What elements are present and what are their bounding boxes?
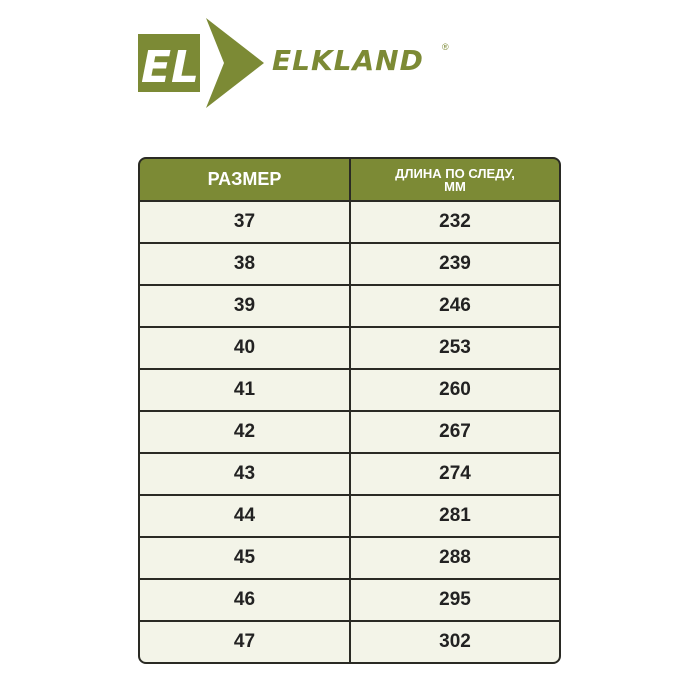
size-cell: 38 xyxy=(140,244,349,284)
registered-mark: ® xyxy=(442,42,449,52)
size-cell: 37 xyxy=(140,202,349,242)
elkland-logo: EL xyxy=(138,18,264,108)
table-row: 45 288 xyxy=(140,538,559,578)
table-header: РАЗМЕР ДЛИНА ПО СЛЕДУ, ММ xyxy=(140,159,559,200)
table-row: 41 260 xyxy=(140,370,559,410)
size-cell: 42 xyxy=(140,412,349,452)
size-cell: 43 xyxy=(140,454,349,494)
size-table: РАЗМЕР ДЛИНА ПО СЛЕДУ, ММ 37 232 38 239 39 24… xyxy=(138,157,561,664)
length-cell: 267 xyxy=(351,412,559,452)
table-row: 44 281 xyxy=(140,496,559,536)
table-row: 46 295 xyxy=(140,580,559,620)
header-length-unit: ММ xyxy=(444,178,466,194)
header-size: РАЗМЕР xyxy=(140,159,349,200)
size-cell: 46 xyxy=(140,580,349,620)
length-cell: 274 xyxy=(351,454,559,494)
length-cell: 239 xyxy=(351,244,559,284)
length-cell: 246 xyxy=(351,286,559,326)
table-row: 39 246 xyxy=(140,286,559,326)
length-cell: 281 xyxy=(351,496,559,536)
size-cell: 39 xyxy=(140,286,349,326)
length-cell: 288 xyxy=(351,538,559,578)
header-length-label: ДЛИНА ПО СЛЕДУ, xyxy=(395,165,515,181)
size-cell: 45 xyxy=(140,538,349,578)
table-row: 37 232 xyxy=(140,202,559,242)
brand-name: ELKLAND xyxy=(272,44,424,77)
svg-text:EL: EL xyxy=(141,42,199,93)
length-cell: 253 xyxy=(351,328,559,368)
table-row: 43 274 xyxy=(140,454,559,494)
size-cell: 44 xyxy=(140,496,349,536)
length-cell: 295 xyxy=(351,580,559,620)
length-cell: 232 xyxy=(351,202,559,242)
table-row: 38 239 xyxy=(140,244,559,284)
table-row: 42 267 xyxy=(140,412,559,452)
table-row: 47 302 xyxy=(140,622,559,662)
length-cell: 260 xyxy=(351,370,559,410)
size-cell: 41 xyxy=(140,370,349,410)
size-cell: 47 xyxy=(140,622,349,662)
table-row: 40 253 xyxy=(140,328,559,368)
size-cell: 40 xyxy=(140,328,349,368)
length-cell: 302 xyxy=(351,622,559,662)
header-length: ДЛИНА ПО СЛЕДУ, ММ xyxy=(351,159,559,200)
